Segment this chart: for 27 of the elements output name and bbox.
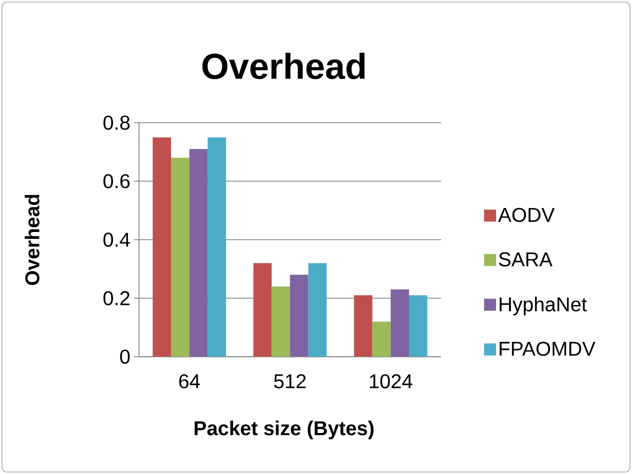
- bar: [272, 286, 290, 357]
- bar: [354, 295, 372, 357]
- legend-label: HyphaNet: [500, 296, 587, 316]
- bar: [290, 274, 308, 357]
- y-tick-label: 0.6: [103, 174, 130, 188]
- x-tick-label: 512: [274, 374, 306, 388]
- bar: [308, 263, 327, 357]
- bar: [253, 263, 272, 357]
- y-tick-label: 0: [120, 350, 130, 364]
- y-tick-label: 0.8: [103, 116, 130, 130]
- legend-label: FPAOMDV: [500, 342, 596, 356]
- y-tick-label: 0.2: [103, 291, 130, 306]
- legend-label: AODV: [498, 208, 555, 222]
- bar: [372, 322, 391, 357]
- bar: [390, 289, 409, 357]
- x-tick-label: 1024: [370, 374, 412, 388]
- bar: [408, 295, 428, 357]
- bar: [152, 137, 172, 357]
- x-tick-label: 64: [179, 374, 200, 388]
- chart-title: Overhead: [202, 52, 365, 80]
- bar: [208, 137, 226, 357]
- bar: [171, 158, 190, 357]
- x-axis-title: Packet size (Bytes): [194, 420, 374, 440]
- bar: [189, 149, 208, 357]
- legend-label: SARA: [498, 252, 552, 266]
- y-axis-title: Overhead: [24, 194, 40, 286]
- y-tick-label: 0.4: [103, 232, 130, 247]
